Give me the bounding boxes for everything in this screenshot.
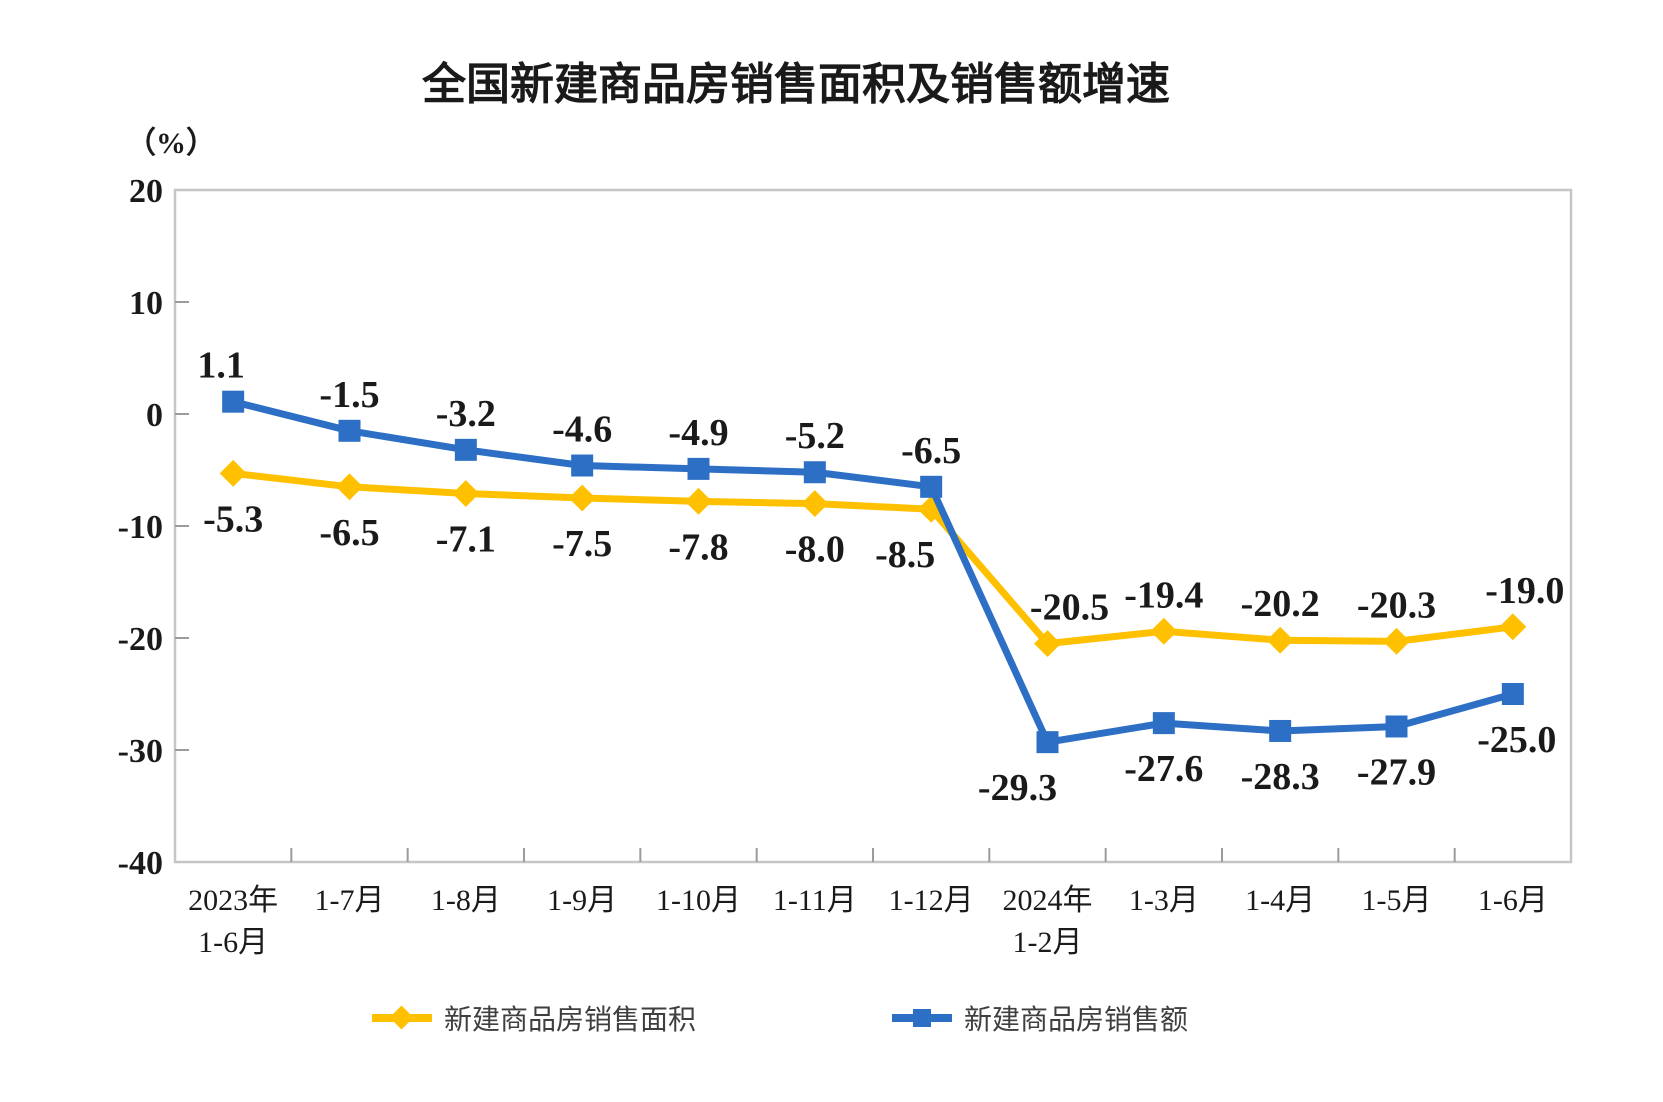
data-label: -20.3 [1357, 584, 1436, 626]
data-label: -8.5 [875, 534, 935, 576]
data-label: 1.1 [197, 345, 245, 387]
y-axis-label: -30 [118, 733, 163, 770]
data-label: -29.3 [978, 767, 1057, 809]
square-marker [1036, 731, 1059, 754]
sales-amount-line-square-icon [892, 1000, 953, 1036]
square-marker [803, 461, 826, 484]
data-label: -6.5 [901, 430, 961, 472]
square-marker [920, 475, 943, 498]
data-label: -27.6 [1124, 748, 1203, 790]
chart-title: 全国新建商品房销售面积及销售额增速 [422, 60, 1170, 109]
y-axis-label: 20 [129, 173, 163, 210]
legend-item-sales-area: 新建商品房销售面积 [372, 998, 696, 1038]
data-label: -5.3 [203, 498, 263, 540]
x-axis-label: 1-9月 [547, 884, 617, 917]
legend-item-sales-amount: 新建商品房销售额 [892, 998, 1188, 1038]
square-marker [1501, 683, 1524, 705]
x-axis-label: 2024年 1-2月 [1003, 884, 1093, 959]
square-marker [454, 438, 477, 461]
x-axis-label: 2023年 1-6月 [188, 884, 278, 959]
diamond-marker [1034, 630, 1061, 658]
data-label: -5.2 [785, 415, 845, 457]
series-line-sales-amount [229, 398, 1517, 746]
y-axis-label: -40 [118, 845, 163, 882]
x-axis-label: 1-5月 [1362, 884, 1432, 917]
data-label: -3.2 [436, 393, 496, 435]
diamond-marker [1266, 626, 1294, 654]
diamond-marker [801, 490, 829, 518]
square-marker [1385, 715, 1408, 738]
x-axis-label: 1-10月 [656, 884, 741, 917]
y-axis-label: 10 [129, 285, 163, 322]
data-label: -19.4 [1124, 574, 1203, 616]
data-label: -7.1 [436, 519, 496, 561]
diamond-marker [568, 484, 596, 512]
data-label: -6.5 [319, 512, 379, 554]
data-label: -28.3 [1241, 756, 1320, 798]
x-axis-label: 1-12月 [889, 884, 974, 917]
diamond-marker [685, 487, 712, 515]
x-axis-label: 1-4月 [1245, 884, 1315, 917]
x-axis-label: 1-8月 [431, 884, 501, 917]
x-axis-label: 1-3月 [1129, 884, 1199, 917]
y-axis-unit-label: （%） [126, 127, 216, 160]
y-axis-label: 0 [146, 397, 163, 434]
data-label: -7.5 [552, 523, 612, 565]
diamond-marker [1499, 613, 1527, 641]
data-label: -7.8 [668, 526, 728, 568]
data-label: -27.9 [1357, 751, 1436, 793]
sales-area-line-diamond-icon [372, 1000, 432, 1036]
data-label: -1.5 [319, 374, 379, 416]
diamond-marker [219, 459, 247, 487]
x-axis-label: 1-6月 [1478, 884, 1548, 917]
diamond-marker [1383, 627, 1410, 655]
data-label: -19.0 [1485, 570, 1564, 612]
y-axis-label: -10 [118, 509, 163, 546]
x-axis-label: 1-7月 [315, 884, 385, 917]
data-label: -4.9 [668, 412, 728, 454]
x-axis-label: 1-11月 [773, 884, 857, 917]
data-label: -4.6 [552, 409, 612, 451]
legend-label-sales-area: 新建商品房销售面积 [444, 1005, 697, 1036]
square-marker [571, 454, 594, 477]
square-marker [687, 457, 710, 480]
square-marker [338, 419, 361, 442]
y-axis-label: -20 [118, 621, 163, 658]
square-marker [1269, 719, 1292, 742]
square-marker [1152, 712, 1175, 735]
data-label: -20.5 [1030, 587, 1109, 629]
diamond-marker [336, 473, 363, 501]
legend: 新建商品房销售面积 新建商品房销售额 [372, 998, 1188, 1038]
data-label: -25.0 [1477, 719, 1556, 761]
square-marker [222, 390, 245, 413]
diamond-marker [1150, 617, 1178, 645]
data-label: -20.2 [1241, 583, 1320, 625]
diamond-marker [452, 480, 480, 507]
data-label: -8.0 [785, 529, 845, 571]
legend-label-sales-amount: 新建商品房销售额 [964, 1005, 1189, 1036]
series-line-sales-area [229, 469, 1517, 648]
